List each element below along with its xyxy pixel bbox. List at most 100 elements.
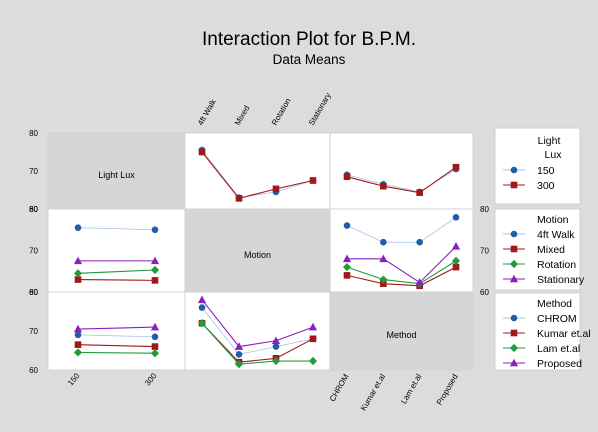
chart-subtitle: Data Means	[273, 52, 346, 67]
data-point	[151, 333, 159, 341]
legend-item-label: Lam et.al	[537, 343, 580, 355]
data-point	[73, 324, 83, 333]
data-point	[73, 348, 83, 357]
bottom-tick-label: 150	[66, 371, 82, 387]
series-line	[346, 216, 457, 243]
top-tick-label: Rotation	[270, 97, 293, 127]
legend-item-label: 300	[537, 180, 555, 192]
data-point	[272, 185, 280, 193]
data-point	[271, 356, 281, 366]
data-point	[74, 276, 82, 283]
data-point	[379, 254, 388, 263]
panel-0-2	[329, 132, 474, 210]
legend-item-label: 150	[537, 165, 555, 177]
data-point	[234, 360, 244, 369]
series-line	[347, 245, 457, 284]
data-point	[234, 342, 244, 350]
panel-1-2	[329, 208, 474, 293]
data-point	[451, 242, 461, 250]
series-line	[201, 322, 314, 363]
bottom-tick-label: Kumar et.al	[359, 372, 387, 412]
legend-item-label: Mixed	[537, 244, 565, 256]
y-tick-label: 60	[29, 366, 38, 375]
legend-marker	[509, 343, 519, 353]
series-line	[77, 351, 156, 354]
data-point	[73, 269, 83, 278]
data-point	[235, 351, 243, 358]
legend-item-label: Rotation	[537, 259, 576, 271]
bottom-tick-label: CHROM	[328, 372, 351, 403]
data-point	[151, 343, 159, 350]
y-tick-label: 80	[29, 205, 38, 214]
legend-marker	[510, 230, 518, 238]
legend-marker	[510, 329, 518, 337]
legend-title: Lux	[545, 149, 563, 161]
panel-1-0	[47, 208, 186, 293]
y-tick-label: 60	[29, 288, 38, 297]
y-tick-label: 80	[29, 129, 38, 138]
legend-marker	[509, 259, 519, 269]
y-tick-label: 60	[29, 205, 38, 214]
series-line	[201, 151, 314, 199]
top-tick-label: Stationary	[307, 91, 333, 127]
chart-title: Interaction Plot for B.P.M.	[202, 29, 416, 50]
data-point	[452, 263, 460, 271]
data-point	[74, 224, 82, 231]
series-line	[346, 260, 457, 285]
legend-title: Motion	[537, 214, 569, 226]
data-point	[308, 322, 318, 331]
data-point	[74, 341, 82, 348]
legend-title: Light	[538, 135, 561, 147]
data-point	[308, 356, 318, 366]
legend-box-light	[494, 127, 581, 205]
diagonal-label-light: Light Lux	[98, 170, 135, 180]
data-point	[198, 148, 206, 156]
data-point	[197, 295, 207, 304]
series-line	[346, 266, 457, 287]
series-line	[77, 269, 156, 274]
legend-marker	[509, 358, 519, 367]
data-point	[380, 182, 387, 190]
data-point	[150, 265, 160, 275]
data-point	[452, 214, 460, 221]
legend-item-label: Stationary	[537, 274, 585, 286]
data-point	[416, 238, 423, 246]
diagonal-label-method: Method	[386, 330, 416, 340]
legend-item-label: CHROM	[537, 313, 577, 325]
legend-item-label: Proposed	[537, 358, 582, 370]
data-point	[343, 222, 351, 229]
data-point	[380, 280, 387, 287]
top-tick-label: 4ft Walk	[196, 97, 219, 127]
panel-2-0	[47, 291, 186, 371]
diagonal-panel-2-2	[329, 291, 474, 371]
data-point	[379, 275, 388, 284]
legend-item-label: 4ft Walk	[537, 229, 575, 241]
data-point	[271, 336, 281, 345]
data-point	[343, 272, 351, 279]
data-point	[74, 331, 82, 339]
series-line	[201, 322, 313, 365]
top-tick-label: Mixed	[233, 104, 251, 127]
series-line	[77, 326, 156, 330]
y-tick-label: 70	[29, 247, 38, 256]
right-y-tick-label: 60	[480, 288, 489, 297]
data-point	[451, 256, 461, 265]
legend-marker	[510, 166, 518, 174]
panel-0-1	[184, 132, 331, 210]
diagonal-label-motion: Motion	[244, 250, 271, 260]
legend-marker	[510, 245, 518, 253]
right-y-tick-label: 70	[480, 247, 489, 256]
data-point	[151, 226, 159, 234]
series-line	[77, 334, 156, 338]
diagonal-panel-1-1	[184, 208, 331, 293]
data-point	[235, 195, 243, 202]
legend-item-label: Kumar et.al	[537, 328, 591, 340]
diagonal-panel-0-0	[47, 132, 186, 210]
data-point	[415, 278, 424, 286]
data-point	[150, 256, 160, 265]
series-line	[201, 307, 314, 355]
data-point	[73, 256, 83, 265]
panel-2-1	[184, 291, 331, 371]
legend-marker	[510, 314, 518, 322]
